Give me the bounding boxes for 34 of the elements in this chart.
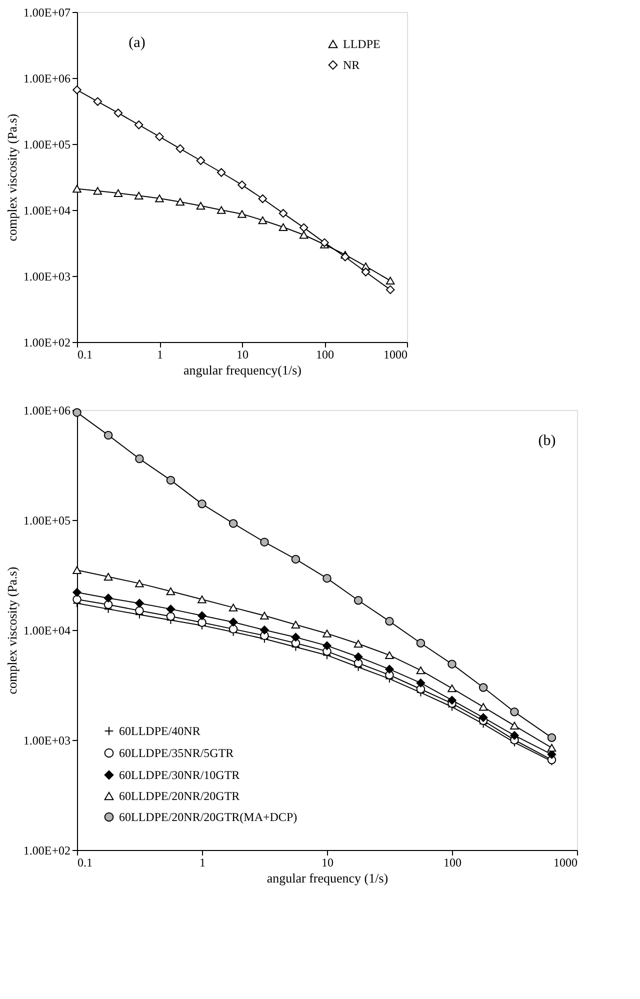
legend-label: 60LLDPE/20NR/20GTR(MA+DCP): [119, 810, 298, 824]
y-tick-label: 1.00E+03: [23, 734, 70, 748]
x-tick-label: 1: [200, 856, 206, 870]
y-tick-label: 1.00E+06: [23, 404, 70, 418]
y-tick-label: 1.00E+03: [23, 270, 70, 284]
x-tick-label: 1: [157, 348, 163, 362]
y-tick-label: 1.00E+04: [23, 624, 70, 638]
x-tick-label: 0.1: [78, 856, 92, 870]
y-tick-label: 1.00E+06: [23, 72, 70, 86]
legend-label: 60LLDPE/40NR: [119, 724, 200, 738]
y-axis-title: complex viscosity (Pa.s): [4, 114, 20, 242]
x-tick-label: 1000: [384, 348, 408, 362]
legend-label: LLDPE: [343, 37, 380, 51]
x-tick-label: 10: [236, 348, 248, 362]
x-tick-label: 100: [316, 348, 334, 362]
x-tick-label: 0.1: [78, 348, 92, 362]
x-tick-label: 1000: [554, 856, 578, 870]
y-tick-label: 1.00E+07: [23, 6, 70, 20]
y-tick-label: 1.00E+04: [23, 204, 70, 218]
x-axis-title: angular frequency(1/s): [183, 362, 302, 378]
legend-label: 60LLDPE/20NR/20GTR: [119, 789, 240, 803]
y-tick-label: 1.00E+02: [23, 336, 70, 350]
legend-label: 60LLDPE/35NR/5GTR: [119, 746, 234, 760]
legend-label: 60LLDPE/30NR/10GTR: [119, 768, 240, 782]
annotation: (a): [128, 35, 146, 51]
x-axis-title: angular frequency (1/s): [266, 870, 388, 886]
annotation: (b): [538, 433, 556, 449]
legend-label: NR: [343, 58, 360, 72]
y-tick-label: 1.00E+05: [23, 138, 70, 152]
y-tick-label: 1.00E+02: [23, 844, 70, 858]
x-tick-label: 10: [322, 856, 334, 870]
y-axis-title: complex viscosity (Pa.s): [4, 566, 20, 694]
y-tick-label: 1.00E+05: [23, 514, 70, 528]
x-tick-label: 100: [444, 856, 462, 870]
